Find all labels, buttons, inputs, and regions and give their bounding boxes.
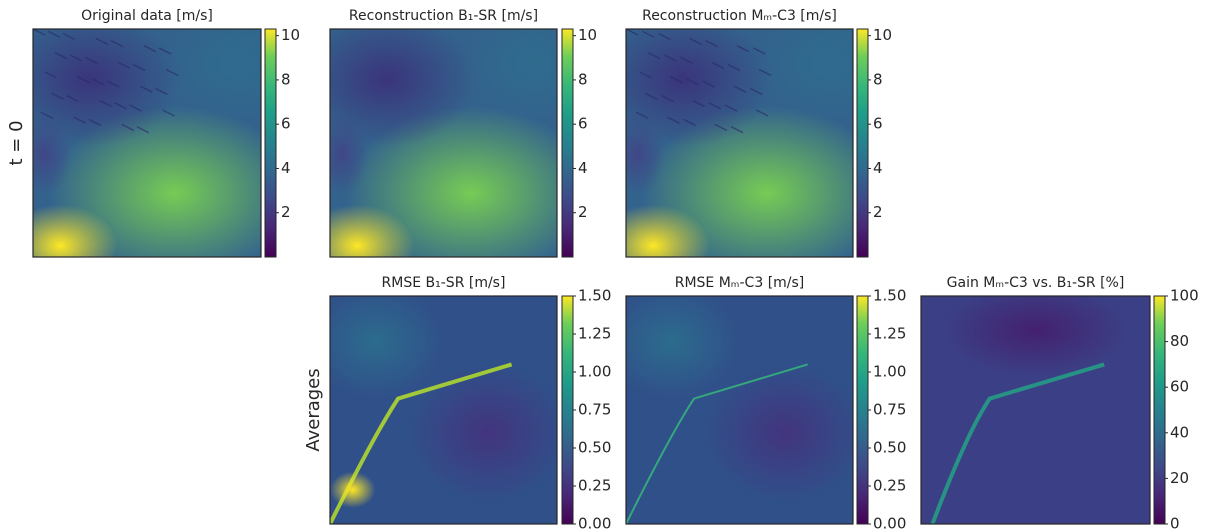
colorbar-tick-label: 1.25 — [873, 325, 906, 343]
colorbar-tick-label: 8 — [873, 70, 883, 88]
colorbar-tick-label: 60 — [1170, 378, 1189, 396]
colorbar — [561, 28, 574, 258]
colorbar-tick-label: 0.00 — [873, 515, 906, 532]
heatmap-image — [330, 29, 557, 257]
heatmap-image — [330, 296, 557, 524]
panel-title: Reconstruction B₁-SR [m/s] — [349, 8, 538, 24]
colorbar-tick-label: 0.75 — [578, 401, 611, 419]
panel-frame — [32, 28, 262, 258]
colorbar-tick-label: 1.00 — [873, 363, 906, 381]
heatmap-image — [626, 29, 853, 257]
colorbar — [856, 28, 869, 258]
colorbar-tick-label: 0.50 — [873, 439, 906, 457]
heatmap-image — [626, 296, 853, 524]
colorbar-tick-label: 4 — [281, 159, 291, 177]
panel-frame — [920, 295, 1151, 525]
colorbar-tick-label: 1.00 — [578, 363, 611, 381]
colorbar-tick-label: 0.25 — [578, 477, 611, 495]
colorbar-tick-label: 0.75 — [873, 401, 906, 419]
panel-title: Reconstruction Mₘ-C3 [m/s] — [642, 8, 837, 24]
colorbar-tick-label: 0.25 — [873, 477, 906, 495]
colorbar — [1153, 295, 1166, 525]
colorbar-tick-label: 100 — [1170, 287, 1199, 305]
heatmap-image — [33, 29, 261, 257]
panel-frame — [625, 28, 854, 258]
colorbar-tick-label: 1.25 — [578, 325, 611, 343]
colorbar-tick-label: 1.50 — [873, 287, 906, 305]
panel-title: RMSE Mₘ-C3 [m/s] — [675, 275, 805, 291]
colorbar-tick-label: 2 — [578, 203, 588, 221]
colorbar — [561, 295, 574, 525]
colorbar-tick-label: 6 — [578, 115, 588, 133]
colorbar-tick-label: 80 — [1170, 332, 1189, 350]
row-label: Averages — [303, 368, 324, 451]
colorbar-tick-label: 10 — [873, 26, 892, 44]
panel-frame — [329, 28, 558, 258]
colorbar-tick-label: 8 — [578, 70, 588, 88]
panel-frame — [625, 295, 854, 525]
panel-title: Gain Mₘ-C3 vs. B₁-SR [%] — [947, 275, 1125, 291]
colorbar-tick-label: 4 — [578, 159, 588, 177]
colorbar-tick-label: 1.50 — [578, 287, 611, 305]
colorbar-tick-label: 10 — [281, 26, 300, 44]
colorbar-tick-label: 20 — [1170, 469, 1189, 487]
colorbar — [856, 295, 869, 525]
row-label: t = 0 — [6, 120, 27, 165]
heatmap-image — [921, 296, 1150, 524]
panel-title: RMSE B₁-SR [m/s] — [382, 275, 506, 291]
colorbar-tick-label: 10 — [578, 26, 597, 44]
colorbar-tick-label: 0 — [1170, 515, 1180, 532]
panel-frame — [329, 295, 558, 525]
colorbar-tick-label: 40 — [1170, 423, 1189, 441]
colorbar — [264, 28, 277, 258]
colorbar-tick-label: 8 — [281, 70, 291, 88]
colorbar-tick-label: 2 — [873, 203, 883, 221]
colorbar-tick-label: 6 — [281, 115, 291, 133]
colorbar-tick-label: 2 — [281, 203, 291, 221]
colorbar-tick-label: 0.00 — [578, 515, 611, 532]
colorbar-tick-label: 4 — [873, 159, 883, 177]
colorbar-tick-label: 0.50 — [578, 439, 611, 457]
colorbar-tick-label: 6 — [873, 115, 883, 133]
panel-title: Original data [m/s] — [81, 8, 213, 24]
